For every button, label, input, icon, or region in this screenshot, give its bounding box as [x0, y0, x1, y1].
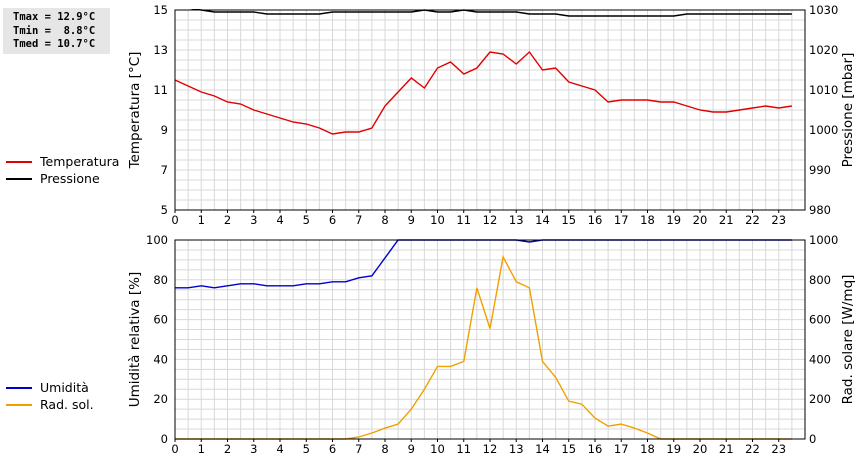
legend-swatch-umidita — [6, 386, 32, 389]
y-tick-label: 20 — [153, 392, 168, 406]
legend-swatch-radsol — [6, 403, 32, 406]
x-tick-label: 0 — [171, 442, 178, 456]
stat-tmax: Tmax = 12.9°C — [13, 11, 96, 23]
x-tick-label: 8 — [381, 442, 388, 456]
legend-label-temperatura: Temperatura — [40, 154, 120, 169]
legend-item-umidita: Umidità — [6, 379, 94, 396]
x-tick-label: 8 — [381, 213, 388, 227]
x-tick-label: 13 — [509, 442, 524, 456]
x-tick-label: 15 — [561, 442, 576, 456]
x-tick-label: 1 — [198, 213, 205, 227]
y2-tick-label: 600 — [809, 313, 831, 327]
y-tick-label: 40 — [153, 352, 168, 366]
y-tick-label: 15 — [153, 3, 168, 17]
x-tick-label: 14 — [535, 213, 550, 227]
x-tick-label: 23 — [771, 442, 786, 456]
x-tick-label: 5 — [303, 213, 310, 227]
y-tick-label: 0 — [161, 432, 168, 446]
x-tick-label: 19 — [666, 213, 681, 227]
series-line-temperatura — [175, 50, 793, 135]
x-tick-label: 6 — [329, 213, 336, 227]
chart-panel-top: 0 1 2 3 4 5 6 7 8 9 10 11 12 13 14 15 16 17 18 19 20 21 22 2357… — [127, 3, 856, 227]
x-tick-label: 18 — [640, 213, 655, 227]
x-tick-label: 11 — [456, 442, 471, 456]
chart-panel-bottom: 0 1 2 3 4 5 6 7 8 9 10 11 12 13 14 15 16 17 18 19 20 21 22 2302… — [127, 233, 856, 456]
x-tick-label: 10 — [430, 442, 445, 456]
x-tick-label: 3 — [250, 213, 257, 227]
x-tick-label: 12 — [483, 442, 498, 456]
x-tick-label: 11 — [456, 213, 471, 227]
legend-item-temperatura: Temperatura — [6, 153, 119, 170]
x-tick-label: 17 — [614, 442, 629, 456]
y2-tick-label: 990 — [809, 163, 831, 177]
series-line-pressione — [190, 9, 792, 17]
x-tick-label: 6 — [329, 442, 336, 456]
y2-tick-label: 800 — [809, 273, 831, 287]
legend-swatch-temperatura — [6, 160, 32, 163]
y-tick-label: 11 — [153, 83, 168, 97]
x-tick-label: 0 — [171, 213, 178, 227]
x-tick-label: 20 — [693, 213, 708, 227]
x-tick-label: 7 — [355, 442, 362, 456]
x-tick-label: 23 — [771, 213, 786, 227]
legend-label-radsol: Rad. sol. — [40, 397, 94, 412]
y2-axis-label: Pressione [mbar] — [840, 53, 856, 168]
x-tick-label: 22 — [745, 213, 760, 227]
x-tick-label: 1 — [198, 442, 205, 456]
x-tick-label: 9 — [408, 442, 415, 456]
x-tick-label: 3 — [250, 442, 257, 456]
x-tick-label: 10 — [430, 213, 445, 227]
x-tick-label: 18 — [640, 442, 655, 456]
x-tick-label: 19 — [666, 442, 681, 456]
x-tick-label: 7 — [355, 213, 362, 227]
legend-bottom: Umidità Rad. sol. — [6, 379, 94, 413]
y-axis-label: Umidità relativa [%] — [127, 272, 143, 408]
x-tick-label: 22 — [745, 442, 760, 456]
y2-tick-label: 200 — [809, 392, 831, 406]
x-tick-label: 14 — [535, 442, 550, 456]
y2-tick-label: 1020 — [809, 43, 838, 57]
y2-tick-label: 1000 — [809, 123, 838, 137]
y2-tick-label: 1000 — [809, 233, 838, 247]
x-tick-label: 13 — [509, 213, 524, 227]
y-tick-label: 100 — [146, 233, 168, 247]
y-tick-label: 7 — [161, 163, 168, 177]
y2-tick-label: 1030 — [809, 3, 838, 17]
x-tick-label: 12 — [483, 213, 498, 227]
legend-top: Temperatura Pressione — [6, 153, 119, 187]
legend-label-umidita: Umidità — [40, 380, 89, 395]
y2-tick-label: 1010 — [809, 83, 838, 97]
stat-tmin: Tmin = 8.8°C — [13, 24, 96, 37]
legend-swatch-pressione — [6, 177, 32, 180]
x-tick-label: 16 — [588, 442, 603, 456]
y-tick-label: 13 — [153, 43, 168, 57]
y2-axis-label: Rad. solare [W/mq] — [840, 275, 856, 405]
x-tick-label: 16 — [588, 213, 603, 227]
legend-item-radsol: Rad. sol. — [6, 396, 94, 413]
x-tick-label: 17 — [614, 213, 629, 227]
stats-box: Tmax = 12.9°C Tmin = 8.8°C Tmed = 10.7°C — [3, 8, 110, 54]
x-tick-label: 2 — [224, 442, 231, 456]
y2-tick-label: 0 — [809, 432, 816, 446]
stat-tmed: Tmed = 10.7°C — [13, 38, 96, 50]
x-tick-label: 15 — [561, 213, 576, 227]
legend-item-pressione: Pressione — [6, 170, 119, 187]
x-tick-label: 9 — [408, 213, 415, 227]
legend-label-pressione: Pressione — [40, 171, 100, 186]
x-tick-label: 20 — [693, 442, 708, 456]
y-tick-label: 9 — [161, 123, 168, 137]
x-tick-label: 5 — [303, 442, 310, 456]
y2-tick-label: 400 — [809, 352, 831, 366]
x-tick-label: 21 — [719, 442, 734, 456]
x-tick-label: 4 — [276, 213, 283, 227]
x-tick-label: 4 — [276, 442, 283, 456]
x-tick-label: 21 — [719, 213, 734, 227]
x-tick-label: 2 — [224, 213, 231, 227]
y-tick-label: 60 — [153, 313, 168, 327]
y-tick-label: 5 — [161, 203, 168, 217]
y-tick-label: 80 — [153, 273, 168, 287]
y2-tick-label: 980 — [809, 203, 831, 217]
y-axis-label: Temperatura [°C] — [127, 52, 143, 170]
